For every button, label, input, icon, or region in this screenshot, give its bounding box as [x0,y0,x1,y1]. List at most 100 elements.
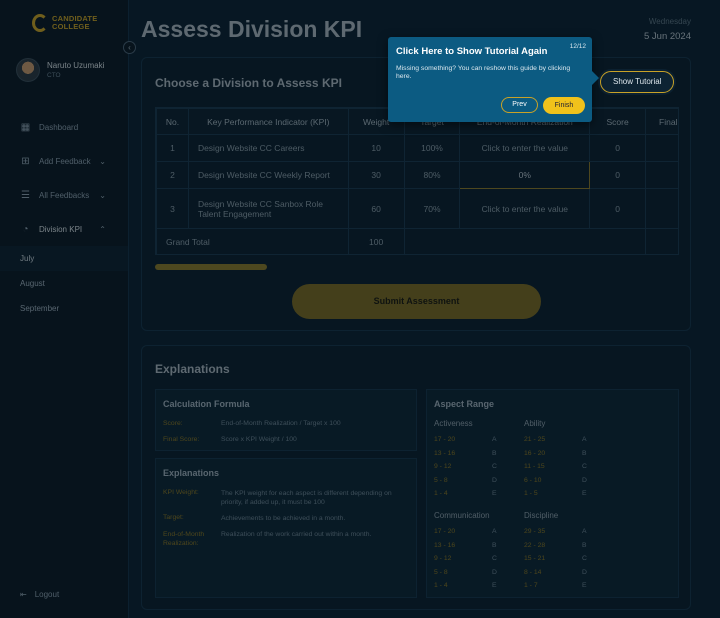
aspect-range-title: Aspect Range [434,399,495,409]
calculation-formula-box: Calculation Formula Score: End-of-Month … [155,389,417,451]
range-grade: D [582,568,587,576]
explanations-title: Explanations [155,362,230,376]
sidebar: CANDIDATE COLLEGE Naruto Uzumaki CTO ▦ D… [0,0,129,618]
profile-name: Naruto Uzumaki [47,61,105,70]
aspect-range-row: 13 - 16 B [434,542,514,552]
dashboard-icon: ▦ [20,121,31,133]
chevron-down-icon: ⌄ [99,156,106,166]
aspect-range-row: 1 - 4 E [434,582,514,592]
range-value: 11 - 15 [524,463,545,470]
cell-target: 100% [403,134,461,162]
sidebar-subitem-september[interactable]: September [20,304,60,313]
cell-target: 70% [403,188,461,229]
range-value: 15 - 21 [524,555,546,562]
aspect-range-row: 11 - 15 C [524,463,604,473]
table-scrollbar[interactable] [155,264,267,270]
cell-final-score: 0 [645,161,678,189]
range-grade: D [492,568,497,576]
sidebar-nav: ▦ Dashboard ⊞ Add Feedback ⌄ ☰ All Feedb… [0,110,128,321]
range-grade: E [582,490,587,497]
brand-logo[interactable]: CANDIDATE COLLEGE [32,14,97,32]
sidebar-item-label: Add Feedback [39,156,91,166]
definitions-box: Explanations KPI Weight: The KPI weight … [155,458,417,598]
date-full: 5 Jun 2024 [643,31,691,42]
range-grade: A [492,436,497,443]
aspect-group-title: Communication [434,511,490,520]
range-grade: C [492,555,497,562]
plus-square-icon: ⊞ [21,155,30,167]
aspect-range-row: 16 - 20 B [524,450,604,460]
range-grade: C [582,463,587,470]
cell-final-score: 0 [645,188,678,229]
chevron-left-icon: ‹ [128,43,131,52]
range-value: 17 - 20 [434,436,456,443]
sidebar-item-all-feedbacks[interactable]: ☰ All Feedbacks ⌄ [0,178,128,212]
realization-input[interactable]: Click to enter the value [459,188,591,229]
final-formula-row: Final Score: Score x KPI Weight / 100 [163,436,297,443]
table-row: 3 Design Website CC Sanbox Role Talent E… [156,188,678,229]
range-value: 9 - 12 [434,555,452,562]
realization-input[interactable]: Click to enter the value [459,134,591,162]
show-tutorial-button[interactable]: Show Tutorial [600,71,675,93]
aspect-range-row: 1 - 5 E [524,490,604,500]
brand-line2: COLLEGE [52,22,90,31]
date-day: Wednesday [648,17,691,26]
sidebar-collapse-button[interactable]: ‹ [123,41,136,54]
sidebar-subitem-july[interactable]: July [0,246,128,271]
col-no: No. [156,108,189,135]
range-grade: B [492,449,497,457]
sidebar-subitem-august[interactable]: August [20,279,45,288]
calc-title: Calculation Formula [163,399,250,409]
tutorial-title: Click Here to Show Tutorial Again [396,46,548,57]
aspect-range-row: 9 - 12 C [434,555,514,565]
col-final-score: Final Score [645,108,678,135]
avatar [16,58,40,82]
score-formula-row: Score: End-of-Month Realization / Target… [163,420,341,427]
range-value: 29 - 35 [524,528,546,535]
sidebar-item-dashboard[interactable]: ▦ Dashboard [0,110,128,144]
tutorial-finish-button[interactable]: Finish [543,97,585,114]
range-value: 13 - 16 [434,541,456,549]
range-value: 5 - 8 [434,476,448,484]
logout-button[interactable]: ⇤ Logout [20,590,59,599]
explanations-card: Explanations Calculation Formula Score: … [141,345,691,610]
range-grade: A [582,528,587,535]
range-value: 17 - 20 [434,528,456,535]
range-value: 1 - 7 [524,582,538,589]
logout-label: Logout [34,590,60,599]
submit-assessment-button[interactable]: Submit Assessment [292,284,541,319]
sidebar-item-label: Division KPI [39,224,83,234]
aspect-range-row: 15 - 21 C [524,555,604,565]
chevron-down-icon: ⌄ [99,190,106,200]
kpi-table-container[interactable]: No. Key Performance Indicator (KPI) Weig… [155,107,679,255]
grand-total-weight: 100 [347,228,405,254]
sidebar-item-division-kpi[interactable]: ◔ Division KPI ⌃ [0,212,128,246]
aspect-range-row: 9 - 12 C [434,463,514,473]
range-value: 8 - 14 [524,568,542,576]
range-grade: B [582,449,587,457]
grand-total-label: Grand Total [156,228,349,254]
kpi-table: No. Key Performance Indicator (KPI) Weig… [156,108,678,254]
col-kpi: Key Performance Indicator (KPI) [187,108,349,135]
range-grade: B [582,541,587,549]
range-grade: E [492,490,497,497]
aspect-range-row: 1 - 4 E [434,490,514,500]
range-grade: A [582,436,587,443]
tutorial-prev-button[interactable]: Prev [501,97,538,113]
brand-line1: CANDIDATE [52,14,98,23]
user-profile[interactable]: Naruto Uzumaki CTO [16,58,104,82]
sidebar-item-add-feedback[interactable]: ⊞ Add Feedback ⌄ [0,144,128,178]
target-row: Target: Achievements to be achieved in a… [163,514,346,522]
cell-kpi: Design Website CC Careers [187,134,349,162]
aspect-range-row: 8 - 14 D [524,569,604,579]
cell-weight: 30 [347,161,405,189]
range-grade: E [582,582,587,589]
range-grade: D [582,476,587,484]
aspect-range-row: 17 - 20 A [434,436,514,446]
sidebar-item-label: All Feedbacks [39,190,90,200]
eom-row: End-of-Month Realization: Realization of… [163,531,372,547]
range-grade: B [492,541,497,549]
assess-card-title: Choose a Division to Assess KPI [155,76,342,90]
aspect-range-row: 17 - 20 A [434,528,514,538]
